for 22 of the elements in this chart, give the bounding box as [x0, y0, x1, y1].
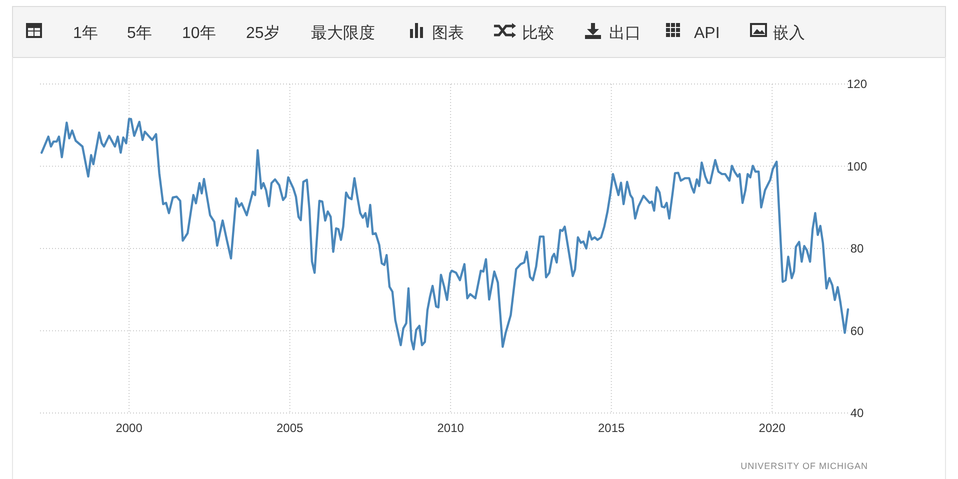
x-tick-label: 2020: [758, 421, 786, 435]
text: 5年: [127, 25, 152, 42]
text: 10年: [182, 25, 216, 42]
y-tick-label: 100: [846, 159, 868, 174]
text: 图表: [432, 24, 464, 42]
text: 最大限度: [311, 24, 375, 42]
y-tick-label: 40: [850, 406, 864, 420]
x-tick-label: 2010: [437, 421, 464, 435]
x-tick-label: 2005: [276, 421, 304, 435]
line-series: [40, 118, 850, 350]
text: 出口: [609, 24, 641, 42]
text: 25岁: [246, 24, 280, 42]
text: UNIVERSITY OF MICHIGAN: [740, 461, 868, 471]
text: API: [694, 25, 720, 42]
y-tick-label: 80: [850, 242, 864, 256]
text: 嵌入: [773, 24, 805, 42]
y-tick-label: 60: [850, 324, 864, 338]
y-tick-label: 120: [846, 77, 868, 91]
text: 1年: [73, 25, 98, 42]
x-tick-label: 2015: [598, 421, 626, 435]
text: 比较: [522, 24, 554, 42]
x-tick-label: 2000: [116, 421, 143, 435]
